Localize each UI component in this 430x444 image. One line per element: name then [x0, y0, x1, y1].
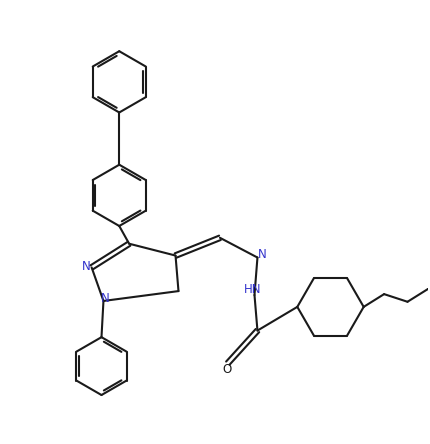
Text: HN: HN: [243, 283, 261, 296]
Text: O: O: [221, 363, 230, 376]
Text: N: N: [258, 249, 266, 262]
Text: N: N: [82, 260, 90, 273]
Text: N: N: [101, 292, 110, 305]
